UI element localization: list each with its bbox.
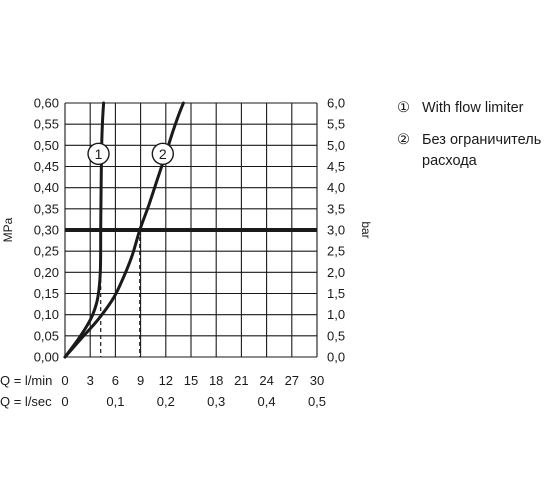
legend-text-1: With flow limiter: [422, 100, 524, 116]
legend-text-2: расхода: [422, 153, 478, 169]
series-marker-circle-2: [151, 142, 175, 166]
y-left-tick-label: 0,25: [34, 244, 59, 259]
y-left-axis-title: MPa: [1, 217, 15, 242]
x-lmin-tick-label: 9: [137, 373, 144, 388]
y-right-tick-label: 3,5: [327, 201, 345, 216]
y-right-tick-label: 5,0: [327, 138, 345, 153]
y-left-tick-label: 0,20: [34, 265, 59, 280]
x-lmin-tick-label: 27: [285, 373, 299, 388]
y-left-tick-label: 0,10: [34, 307, 59, 322]
x-lmin-tick-label: 3: [87, 373, 94, 388]
y-right-tick-label: 1,0: [327, 307, 345, 322]
y-left-tick-label: 0,40: [34, 180, 59, 195]
series-marker-label-2: 2: [159, 146, 167, 162]
y-right-tick-label: 3,0: [327, 223, 345, 238]
x-lmin-tick-label: 18: [209, 373, 223, 388]
y-right-tick-label: 5,5: [327, 117, 345, 132]
y-right-tick-label: 2,5: [327, 244, 345, 259]
series-line-2: [63, 101, 185, 359]
y-right-tick-label: 4,0: [327, 180, 345, 195]
legend-text-2: Без ограничитель: [422, 132, 541, 148]
x-lmin-tick-label: 0: [61, 373, 68, 388]
x-lsec-tick-label: 0,3: [207, 394, 225, 409]
x-lmin-tick-label: 30: [310, 373, 324, 388]
y-left-tick-label: 0,05: [34, 328, 59, 343]
y-left-tick-label: 0,50: [34, 138, 59, 153]
x-lsec-tick-label: 0,5: [308, 394, 326, 409]
y-left-tick-label: 0,60: [34, 96, 59, 111]
y-right-tick-label: 6,0: [327, 96, 345, 111]
y-right-axis-title: bar: [359, 221, 373, 238]
x-lsec-tick-label: 0,4: [258, 394, 276, 409]
y-right-tick-label: 0,5: [327, 328, 345, 343]
y-right-tick-label: 4,5: [327, 159, 345, 174]
y-left-tick-label: 0,30: [34, 223, 59, 238]
legend-layer: ① With flow limiter ② Без ограничитель расхо…: [397, 100, 541, 169]
x-lsec-axis-label: Q = l/sec: [0, 394, 52, 409]
y-left-tick-label: 0,45: [34, 159, 59, 174]
x-lmin-tick-label: 15: [184, 373, 198, 388]
x-lsec-tick-label: 0: [61, 394, 68, 409]
series-marker-circle-1: [87, 142, 110, 166]
x-lsec-tick-label: 0,1: [106, 394, 124, 409]
x-lsec-tick-label: 0,2: [157, 394, 175, 409]
legend-marker-2: ②: [397, 132, 410, 148]
y-left-tick-label: 0,55: [34, 117, 59, 132]
label-layer: 0,00 0,00,05 0,50,10 1,00,15 1,50,20 2,00,25 2…: [0, 96, 373, 410]
x-lmin-tick-label: 21: [234, 373, 248, 388]
x-lmin-tick-label: 24: [259, 373, 273, 388]
y-right-tick-label: 2,0: [327, 265, 345, 280]
y-right-tick-label: 0,0: [327, 350, 345, 365]
y-left-tick-label: 0,00: [34, 350, 59, 365]
y-left-tick-label: 0,35: [34, 201, 59, 216]
y-right-tick-label: 1,5: [327, 286, 345, 301]
y-left-tick-label: 0,15: [34, 286, 59, 301]
series-marker-label-1: 1: [95, 146, 103, 162]
x-lmin-tick-label: 12: [159, 373, 173, 388]
x-lmin-tick-label: 6: [112, 373, 119, 388]
legend-marker-1: ①: [397, 100, 410, 116]
x-lmin-axis-label: Q = l/min: [0, 373, 52, 388]
